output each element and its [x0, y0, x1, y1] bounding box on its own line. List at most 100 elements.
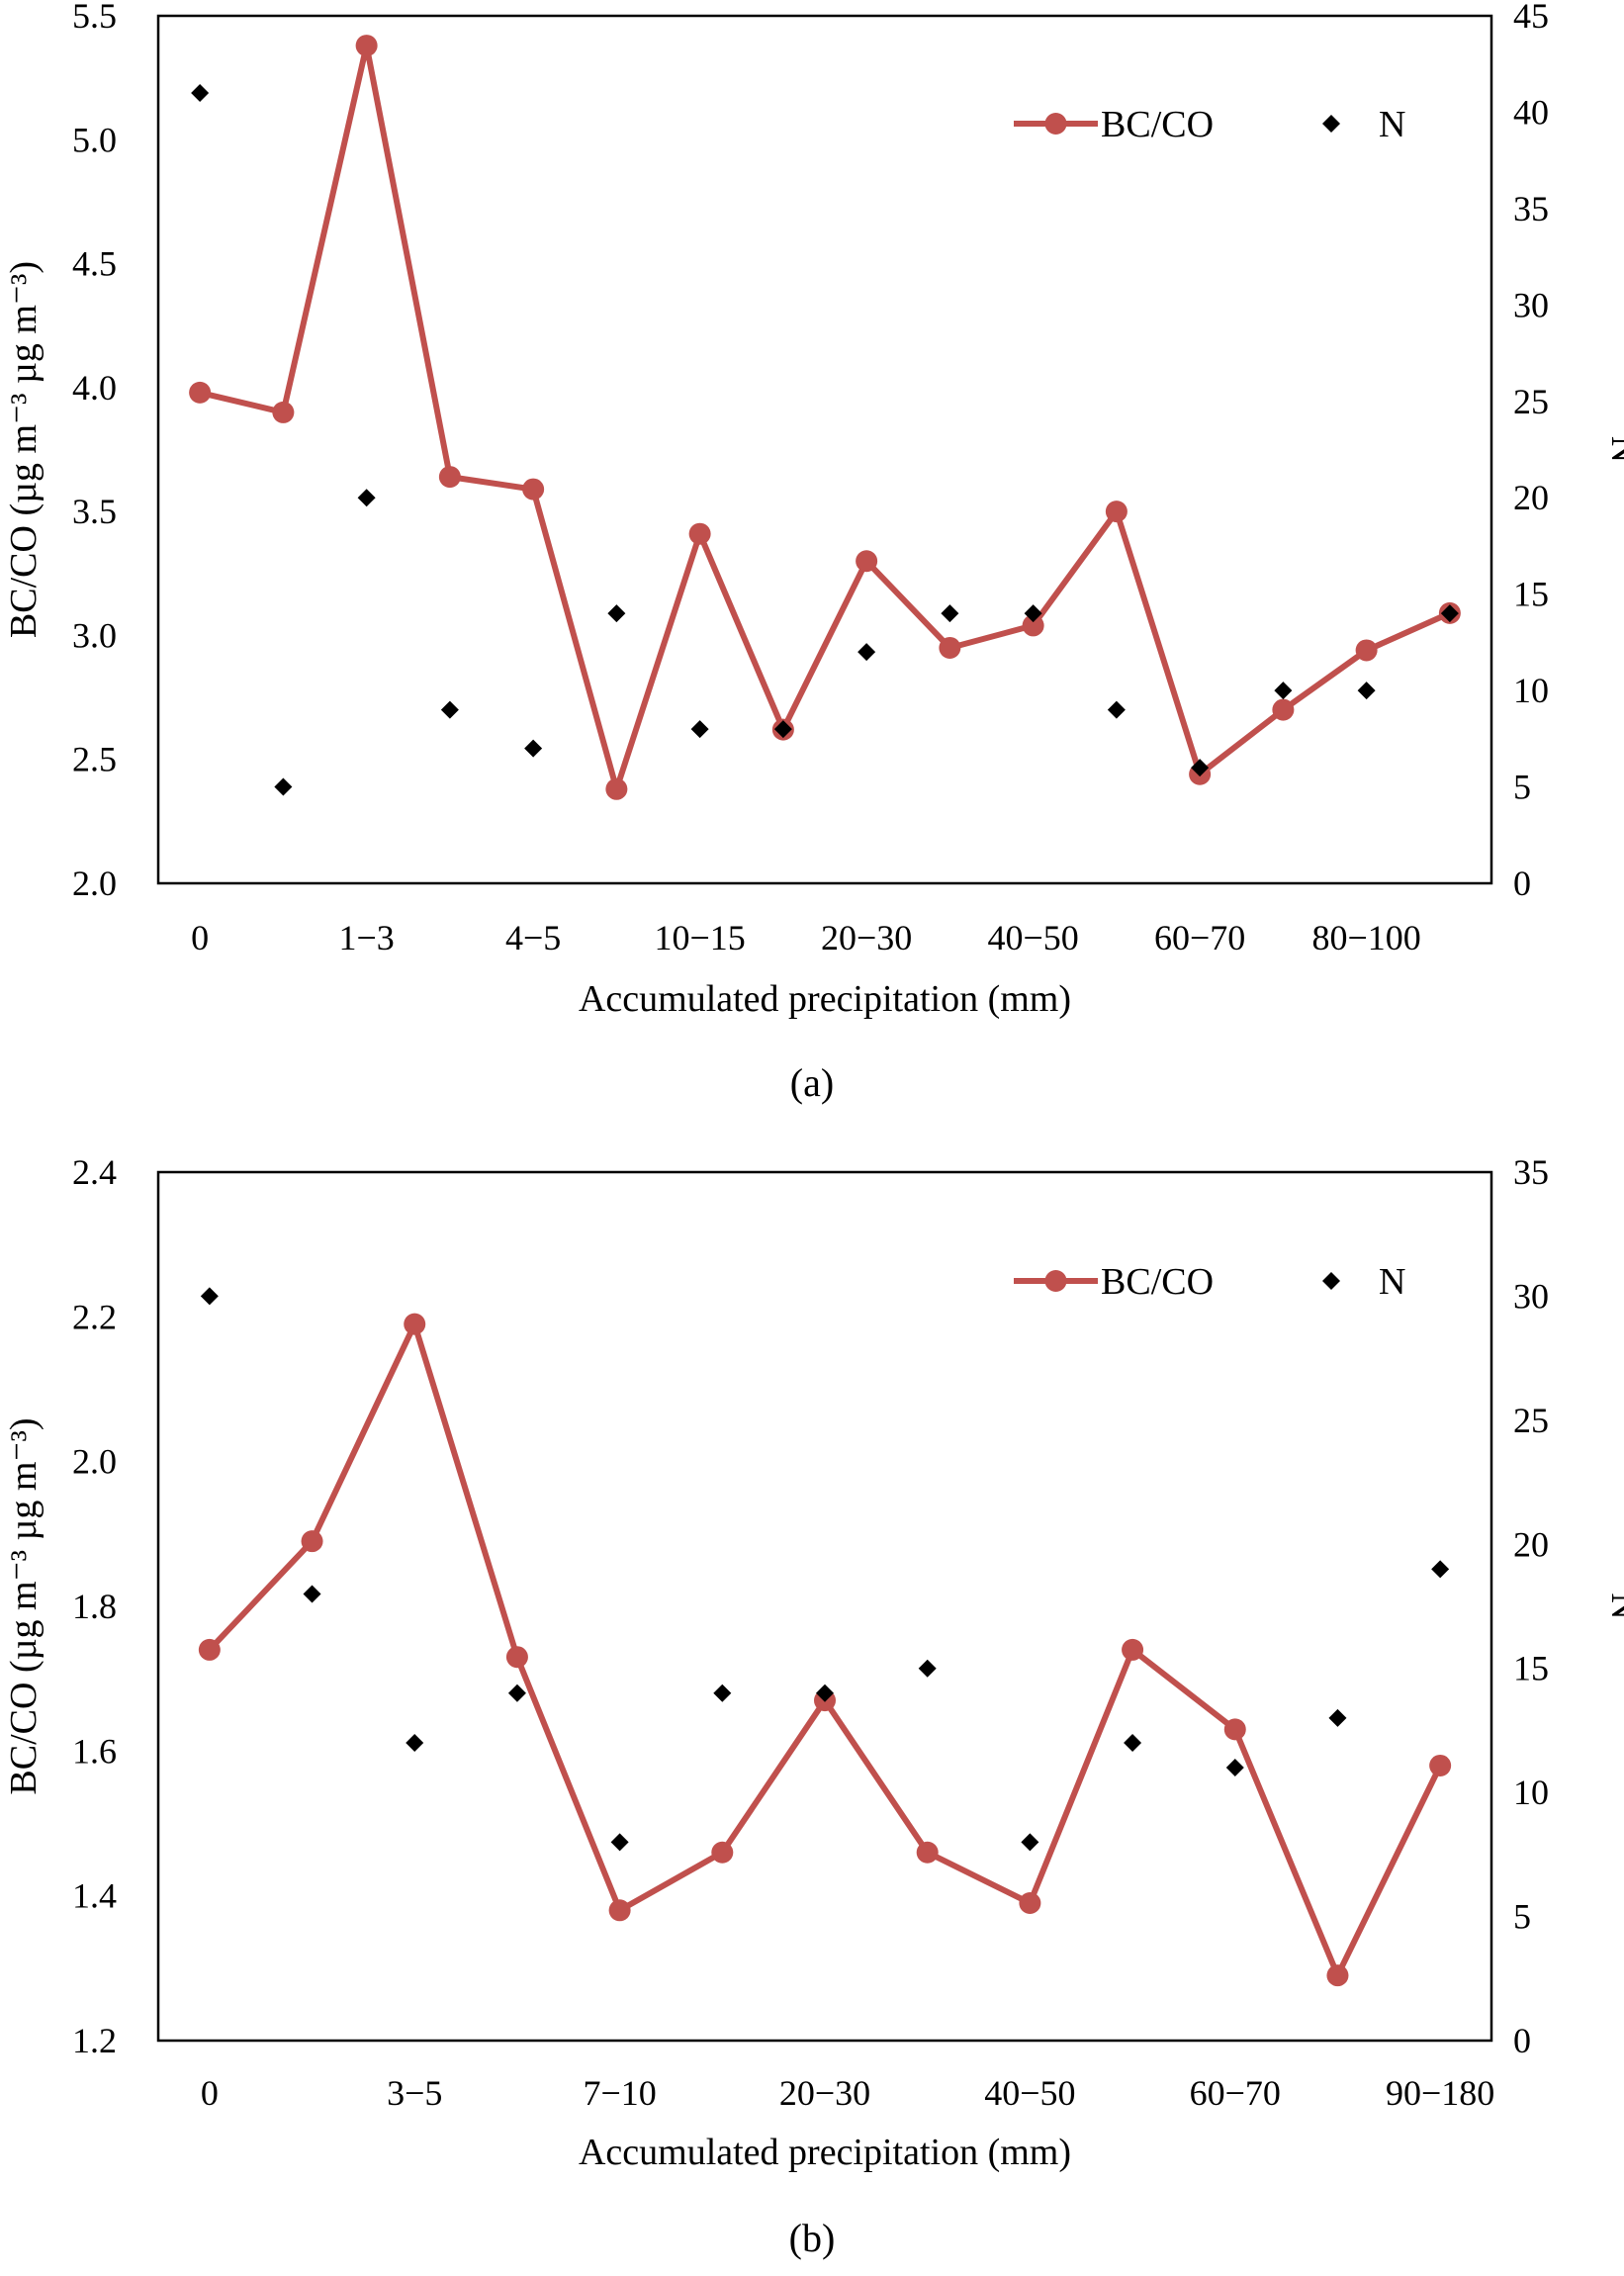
n-point: [200, 1287, 219, 1306]
legend-label-n: N: [1379, 104, 1405, 145]
legend: BC/CO N: [1014, 1261, 1405, 1303]
y-left-tick-label: 5.5: [72, 0, 117, 36]
x-tick-label: 1−3: [338, 918, 394, 957]
bc-co-point: [355, 35, 378, 57]
y-left-tick-label: 5.0: [72, 120, 117, 159]
plot-frame: [156, 14, 1493, 885]
y-left-tick-label: 2.2: [72, 1297, 117, 1336]
y-right-tick-label: 15: [1513, 1649, 1549, 1688]
x-tick-label: 4−5: [505, 918, 561, 957]
n-point: [507, 1684, 526, 1702]
n-point: [773, 720, 792, 739]
n-point: [1225, 1759, 1244, 1777]
bc-co-point: [605, 777, 628, 800]
bc-co-point: [939, 636, 961, 659]
bc-co-point: [438, 466, 461, 489]
y-left-tick-label: 1.8: [72, 1587, 117, 1626]
n-point: [303, 1585, 321, 1603]
n-point: [713, 1684, 732, 1702]
chart-panel-a: 2.0 2.5 3.0 3.5 4.0 4.5 5.0 5.5 0 5 10 15 20 25 30 35 40…: [3, 0, 1624, 1105]
x-tick-label: 0: [201, 2073, 219, 2113]
bc-co-point: [1105, 501, 1128, 523]
bc-co-point: [522, 478, 545, 501]
bc-co-point: [1326, 1964, 1349, 1987]
y-left-tick-label: 1.4: [72, 1876, 117, 1916]
legend-marker-bc-co: [1044, 113, 1067, 135]
bc-co-point: [1429, 1754, 1452, 1776]
n-point: [440, 700, 459, 719]
y-right-tick-label: 30: [1513, 285, 1549, 324]
n-point: [1191, 759, 1210, 777]
bc-co-point: [301, 1530, 323, 1553]
bc-co-point: [1272, 698, 1295, 721]
bc-co-point: [1223, 1718, 1246, 1741]
bc-co-point: [608, 1899, 631, 1922]
n-point: [1274, 682, 1293, 700]
n-point: [406, 1733, 424, 1752]
y-right-tick-label: 35: [1513, 1152, 1549, 1192]
bc-co-point: [856, 550, 878, 573]
y-right-tick-label: 35: [1513, 189, 1549, 228]
y-right-tick-label: 15: [1513, 575, 1549, 614]
bc-co-point: [711, 1841, 734, 1864]
y-right-tick-label: 40: [1513, 92, 1549, 132]
x-tick-label: 60−70: [1190, 2073, 1281, 2113]
n-point: [816, 1684, 834, 1702]
bc-co-point: [1022, 614, 1044, 637]
n-point: [918, 1659, 937, 1678]
n-point: [1431, 1560, 1450, 1579]
bc-co-point: [1355, 639, 1378, 662]
n-point: [610, 1833, 629, 1852]
legend-marker-n: [1322, 1272, 1340, 1290]
n-point: [857, 643, 876, 662]
n-point: [524, 739, 543, 758]
x-tick-label: 7−10: [583, 2073, 656, 2113]
n-point: [191, 83, 210, 102]
plot-frame: [156, 1170, 1493, 2043]
n-point: [1357, 682, 1376, 700]
legend: BC/CO N: [1014, 104, 1405, 145]
bc-co-point: [916, 1841, 939, 1864]
y-left-axis-title: BC/CO (µg m⁻³ µg m⁻³): [3, 261, 45, 638]
n-point: [357, 489, 376, 507]
y-left-tick-label: 2.0: [72, 864, 117, 903]
y-right-tick-label: 0: [1513, 864, 1531, 903]
legend-label-bc-co: BC/CO: [1101, 1261, 1214, 1303]
x-tick-label: 90−180: [1386, 2073, 1494, 2113]
x-tick-label: 10−15: [654, 918, 745, 957]
x-tick-label: 60−70: [1154, 918, 1245, 957]
n-point: [1021, 1833, 1039, 1852]
x-tick-label: 20−30: [821, 918, 912, 957]
y-right-axis-title: N: [1603, 436, 1624, 463]
y-right-tick-label: 5: [1513, 768, 1531, 807]
y-right-tick-label: 10: [1513, 1773, 1549, 1812]
n-point: [1124, 1733, 1142, 1752]
bc-co-point: [505, 1646, 528, 1669]
y-left-tick-label: 3.5: [72, 492, 117, 531]
y-left-tick-label: 4.5: [72, 244, 117, 284]
n-point: [1107, 700, 1126, 719]
bc-co-point: [1122, 1638, 1144, 1661]
y-right-tick-label: 45: [1513, 0, 1549, 36]
x-tick-label: 40−50: [987, 918, 1078, 957]
bc-co-point: [1019, 1891, 1041, 1914]
n-point: [1024, 604, 1042, 623]
n-point: [607, 604, 626, 623]
bc-co-point: [272, 401, 295, 423]
bc-co-point: [198, 1638, 221, 1661]
y-left-tick-label: 4.0: [72, 368, 117, 408]
bc-co-point: [688, 522, 711, 545]
x-tick-label: 40−50: [984, 2073, 1075, 2113]
x-tick-label: 80−100: [1311, 918, 1420, 957]
x-tick-label: 3−5: [387, 2073, 442, 2113]
chart-panel-b: 1.2 1.4 1.6 1.8 2.0 2.2 2.4 0 5 10 15 20 25 30 35 0 3−5 7…: [3, 1152, 1624, 2260]
legend-label-bc-co: BC/CO: [1101, 104, 1214, 145]
n-point: [274, 777, 293, 796]
bc-co-point: [404, 1313, 426, 1335]
y-left-tick-label: 2.4: [72, 1152, 117, 1192]
bc-co-point: [189, 381, 212, 404]
x-axis-title: Accumulated precipitation (mm): [579, 2132, 1071, 2173]
y-left-tick-label: 2.0: [72, 1442, 117, 1482]
